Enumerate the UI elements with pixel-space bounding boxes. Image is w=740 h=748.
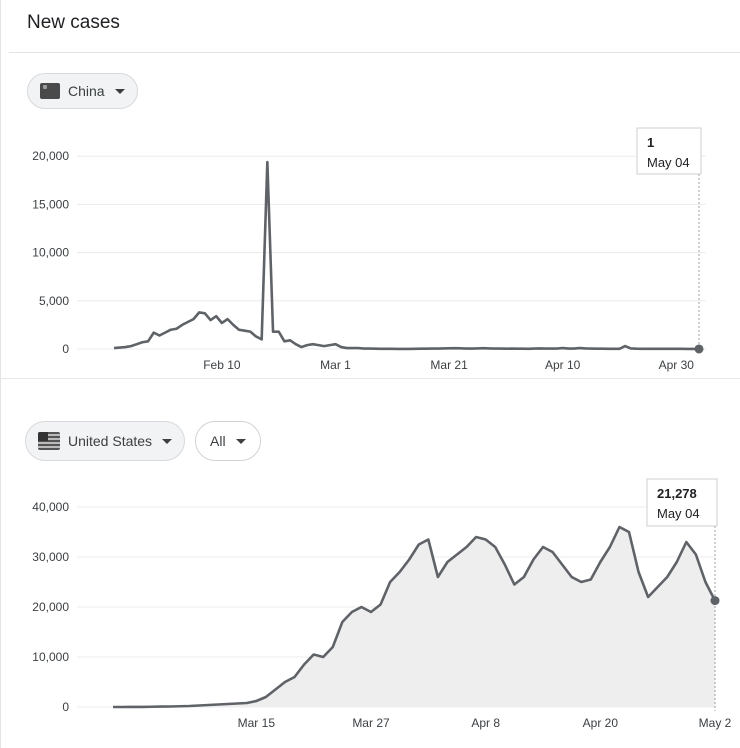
x-tick-label: Mar 21 [430, 358, 468, 372]
china-flag-icon [40, 83, 60, 99]
x-tick-label: Apr 10 [545, 358, 581, 372]
data-point-latest[interactable] [710, 596, 720, 606]
tooltip-date: May 04 [647, 155, 690, 170]
china-new-cases-chart[interactable]: 0 5,000 10,000 15,000 20,000 Feb 10 Mar 1 Mar 2… [1, 0, 740, 378]
tooltip-value: 21,278 [657, 486, 697, 501]
y-tick-label: 0 [62, 700, 69, 714]
x-tick-label: Feb 10 [203, 358, 241, 372]
region-selector-label: China [68, 83, 105, 99]
chevron-down-icon [235, 438, 246, 444]
series-line [113, 525, 717, 709]
chevron-down-icon [162, 438, 173, 444]
header-divider [9, 52, 740, 53]
x-tick-label: Mar 15 [238, 716, 276, 730]
date-range-selector[interactable]: All [195, 421, 261, 461]
us-panel: United States All 0 10,000 20,000 30,000 40,… [0, 378, 740, 748]
x-tick-label: Apr 30 [659, 358, 695, 372]
region-selector-china[interactable]: China [27, 73, 138, 109]
y-tick-label: 5,000 [39, 294, 69, 308]
y-tick-label: 0 [62, 342, 69, 356]
us-flag-icon [38, 432, 60, 450]
x-tick-label: Mar 27 [352, 716, 390, 730]
series-area [113, 527, 715, 707]
tooltip-box [636, 127, 702, 175]
region-selector-us[interactable]: United States [25, 421, 186, 461]
page-title: New cases [27, 12, 120, 33]
hover-tooltip: 21,278 May 04 [646, 478, 718, 527]
us-new-cases-chart[interactable]: 0 10,000 20,000 30,000 40,000 Mar 15 Mar 27 Apr… [1, 379, 740, 748]
china-panel: New cases China 0 5,000 10,000 15,000 20,000… [0, 0, 740, 378]
region-selector-label: United States [68, 433, 153, 449]
y-tick-label: 10,000 [32, 650, 69, 664]
x-tick-label: Apr 8 [471, 716, 500, 730]
x-tick-label: Apr 20 [583, 716, 619, 730]
tooltip-value: 1 [647, 135, 654, 150]
y-tick-label: 20,000 [32, 600, 69, 614]
series-line [113, 160, 700, 351]
y-tick-label: 10,000 [32, 246, 69, 260]
y-tick-label: 20,000 [32, 149, 69, 163]
date-range-label: All [210, 433, 226, 449]
y-tick-label: 30,000 [32, 550, 69, 564]
x-tick-label: Mar 1 [320, 358, 351, 372]
data-point-latest[interactable] [694, 344, 704, 354]
tooltip-date: May 04 [657, 506, 700, 521]
x-tick-label: May 2 [699, 716, 732, 730]
y-tick-label: 40,000 [32, 500, 69, 514]
hover-tooltip: 1 May 04 [636, 127, 702, 175]
y-tick-label: 15,000 [32, 197, 69, 211]
tooltip-box [646, 478, 718, 527]
chevron-down-icon [114, 88, 125, 94]
